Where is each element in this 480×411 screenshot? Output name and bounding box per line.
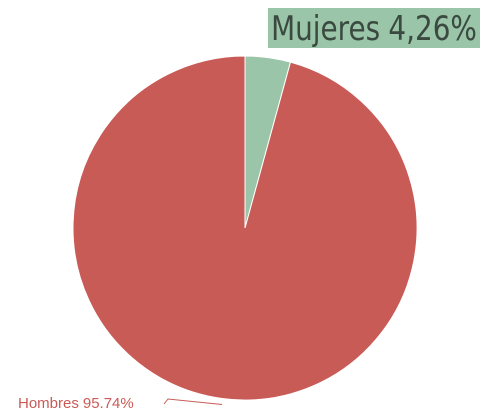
label-box (268, 8, 480, 48)
leader-line (163, 398, 223, 405)
category-label: Hombres (18, 395, 79, 411)
slice-label: Hombres 95.74% (18, 395, 134, 411)
slice-label: Mujeres 4,26% (271, 9, 477, 48)
pie-slice (72, 55, 418, 401)
value-label: 4,26% (388, 9, 477, 48)
value-label: 95.74% (83, 395, 134, 411)
category-label: Mujeres (271, 9, 380, 48)
